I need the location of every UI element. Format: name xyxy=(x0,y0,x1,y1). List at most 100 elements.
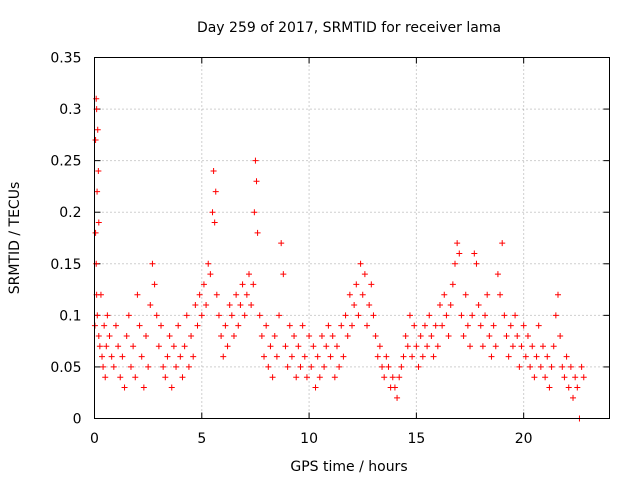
data-point xyxy=(99,353,106,360)
data-point xyxy=(117,374,124,381)
data-point xyxy=(136,322,143,329)
data-point xyxy=(267,343,274,350)
data-point xyxy=(149,260,156,267)
data-point xyxy=(200,281,207,288)
data-point xyxy=(419,353,426,360)
y-axis-label: SRMTID / TECUs xyxy=(7,182,23,295)
data-point xyxy=(559,363,566,370)
data-point xyxy=(112,322,119,329)
data-point xyxy=(366,302,373,309)
data-point xyxy=(544,353,551,360)
data-point xyxy=(415,363,422,370)
data-point xyxy=(501,312,508,319)
y-tick-label: 0.05 xyxy=(50,360,81,376)
data-point xyxy=(357,260,364,267)
data-point xyxy=(580,374,587,381)
data-point xyxy=(205,260,212,267)
data-point xyxy=(211,219,218,226)
data-point xyxy=(542,374,549,381)
data-point xyxy=(94,126,101,133)
data-point xyxy=(263,322,270,329)
data-point xyxy=(162,374,169,381)
data-point xyxy=(95,167,102,174)
data-point xyxy=(243,291,250,298)
data-point xyxy=(218,332,225,339)
data-point xyxy=(486,332,493,339)
data-point xyxy=(188,332,195,339)
data-point xyxy=(413,343,420,350)
data-point xyxy=(286,322,293,329)
data-point xyxy=(110,363,117,370)
data-point xyxy=(503,332,510,339)
data-point xyxy=(572,374,579,381)
data-point xyxy=(475,302,482,309)
data-point xyxy=(467,343,474,350)
data-point xyxy=(288,353,295,360)
data-point xyxy=(233,291,240,298)
data-point xyxy=(121,384,128,391)
y-tick-label: 0.2 xyxy=(59,205,81,221)
data-point xyxy=(269,374,276,381)
data-point xyxy=(443,312,450,319)
data-point xyxy=(406,312,413,319)
data-point xyxy=(153,312,160,319)
data-point xyxy=(212,188,219,195)
data-point xyxy=(355,312,362,319)
data-point xyxy=(336,363,343,370)
data-point xyxy=(258,332,265,339)
data-point xyxy=(177,353,184,360)
data-point xyxy=(391,384,398,391)
data-point xyxy=(115,343,122,350)
data-point xyxy=(170,343,177,350)
x-tick-label: 10 xyxy=(300,431,318,447)
data-point xyxy=(482,312,489,319)
x-tick-labels: 0 5 10 15 20 xyxy=(90,431,533,447)
x-tick-label: 20 xyxy=(515,431,533,447)
data-point xyxy=(293,374,300,381)
data-point xyxy=(94,188,101,195)
data-point xyxy=(394,394,401,401)
data-point xyxy=(138,353,145,360)
data-point xyxy=(276,312,283,319)
data-point xyxy=(531,374,538,381)
data-point xyxy=(454,240,461,247)
data-point xyxy=(143,332,149,339)
data-point xyxy=(430,353,437,360)
data-point xyxy=(192,302,199,309)
data-point xyxy=(224,343,231,350)
data-point xyxy=(389,374,396,381)
data-point xyxy=(316,374,323,381)
data-point xyxy=(284,363,291,370)
data-point xyxy=(342,312,349,319)
data-point xyxy=(477,322,484,329)
data-point xyxy=(190,353,197,360)
data-point xyxy=(271,332,278,339)
plot-frame xyxy=(94,57,610,419)
data-point xyxy=(398,363,405,370)
data-point xyxy=(561,374,568,381)
data-point xyxy=(404,343,411,350)
data-point xyxy=(346,291,353,298)
data-point xyxy=(331,374,338,381)
data-point xyxy=(370,312,377,319)
data-point xyxy=(409,353,416,360)
data-point xyxy=(469,312,476,319)
data-point xyxy=(301,353,308,360)
y-tick-labels: 0 0.05 0.1 0.15 0.2 0.25 0.3 0.35 xyxy=(50,51,81,428)
data-point xyxy=(160,363,167,370)
data-point xyxy=(458,312,465,319)
data-point xyxy=(203,302,210,309)
data-point xyxy=(400,353,407,360)
grid-lines xyxy=(94,57,610,419)
data-point xyxy=(164,353,171,360)
data-point xyxy=(385,363,392,370)
data-point xyxy=(175,322,182,329)
data-point xyxy=(432,322,439,329)
data-point xyxy=(441,291,448,298)
data-point xyxy=(327,353,334,360)
data-point xyxy=(130,343,137,350)
data-point xyxy=(181,343,188,350)
data-point xyxy=(134,291,141,298)
data-point xyxy=(196,291,203,298)
